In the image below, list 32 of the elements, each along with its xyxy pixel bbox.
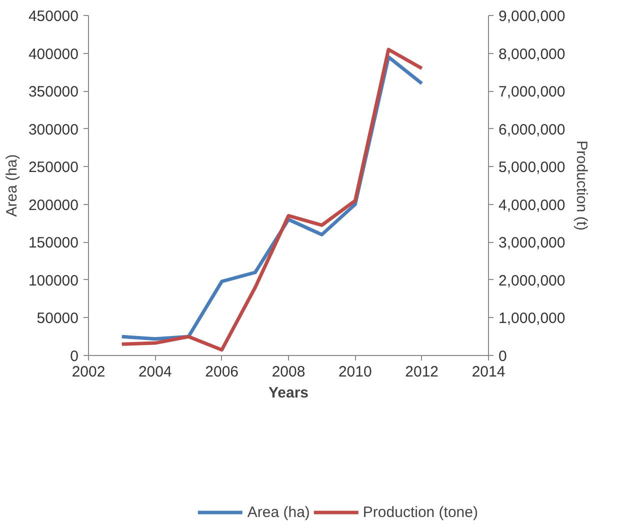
y-tick-label: 300000 [28, 121, 79, 138]
y-tick-label: 350000 [28, 84, 79, 101]
x-tick-label: 2012 [405, 364, 439, 380]
y2-tick-label: 4,000,000 [498, 196, 566, 214]
y2-tick-label: 5,000,000 [498, 159, 566, 176]
y-tick-label: 450000 [28, 8, 79, 25]
y2-tick-label: 8,000,000 [498, 46, 566, 63]
x-tick-label: 2004 [138, 364, 172, 380]
y-tick-label: 0 [70, 348, 78, 365]
y-tick-label: 50000 [36, 310, 79, 328]
y2-axis-title: Production (t) [573, 140, 590, 231]
legend-label: Production (tone) [362, 504, 478, 520]
x-tick-label: 2010 [338, 364, 372, 380]
y-tick-label: 200000 [28, 196, 79, 214]
x-tick-label: 2014 [472, 364, 506, 380]
y2-tick-label: 6,000,000 [498, 121, 566, 138]
y2-tick-label: 9,000,000 [498, 8, 566, 25]
y-tick-label: 400000 [28, 46, 79, 63]
y-tick-label: 100000 [28, 272, 79, 290]
x-tick-label: 2002 [72, 364, 106, 380]
y-axis-title: Area (ha) [3, 154, 20, 217]
legend-label: Area (ha) [247, 504, 310, 520]
y2-tick-label: 2,000,000 [498, 272, 566, 290]
y-tick-label: 150000 [28, 234, 79, 252]
y2-tick-label: 1,000,000 [498, 310, 566, 328]
y2-tick-label: 7,000,000 [498, 84, 566, 101]
x-tick-label: 2006 [205, 364, 239, 380]
x-tick-label: 2008 [272, 364, 306, 380]
y2-tick-label: 3,000,000 [498, 234, 566, 252]
y2-tick-label: 0 [498, 348, 507, 365]
x-axis-title: Years [268, 384, 309, 402]
y-tick-label: 250000 [28, 159, 79, 176]
